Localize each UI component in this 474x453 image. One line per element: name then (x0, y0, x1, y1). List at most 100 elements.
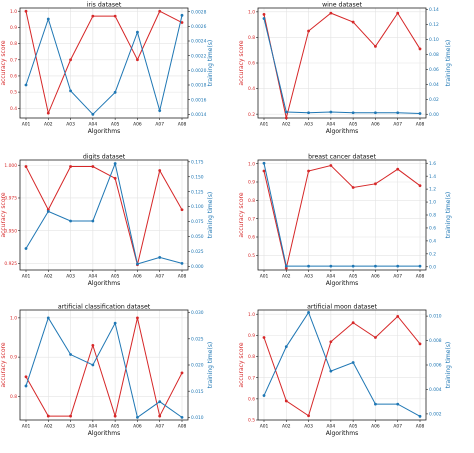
chart-title: wine dataset (322, 2, 362, 9)
x-tick-label: A05 (349, 122, 358, 128)
accuracy-point (418, 184, 422, 188)
y-tick-label: 1.0 (10, 315, 17, 321)
x-tick-label: A02 (282, 424, 291, 430)
y2-tick-label: 0.0014 (191, 112, 207, 118)
training-time-point (46, 17, 50, 21)
accuracy-point (418, 47, 422, 51)
x-tick-label: A07 (393, 424, 402, 430)
y-tick-label: 0.5 (10, 90, 17, 96)
y-tick-label: 0.8 (248, 198, 255, 204)
y2-tick-label: 0.015 (191, 389, 204, 395)
training-time-point (46, 316, 50, 320)
y2-tick-label: 1.0 (429, 200, 436, 206)
x-tick-label: A05 (111, 274, 120, 280)
y2-tick-label: 0.175 (191, 159, 204, 165)
y-tick-label: 0.9 (10, 25, 17, 31)
accuracy-point (418, 342, 422, 346)
y-tick-label: 1.000 (4, 163, 17, 169)
accuracy-point (158, 414, 162, 418)
y-tick-label: 0.7 (10, 57, 17, 63)
y2-tick-label: 0.02 (429, 97, 439, 103)
accuracy-point (307, 414, 310, 418)
training-time-point (396, 111, 400, 115)
plot-frame (19, 159, 189, 271)
accuracy-point (113, 414, 117, 418)
y2-tick-label: 0.0016 (191, 97, 207, 103)
accuracy-point (91, 14, 95, 18)
y2-axis-label: training time(s) (445, 192, 452, 239)
chart-title: digits dataset (83, 154, 126, 161)
training-time-point (307, 111, 310, 115)
y2-tick-label: 0.6 (429, 226, 436, 232)
x-tick-label: A05 (349, 424, 358, 430)
training-time-point (262, 394, 266, 397)
y2-tick-label: 0.08 (429, 52, 439, 58)
accuracy-point (158, 169, 162, 172)
training-time-point (136, 30, 139, 34)
accuracy-line (25, 10, 183, 115)
y2-axis-label: training time(s) (207, 40, 214, 87)
x-tick-label: A04 (89, 274, 98, 280)
accuracy-point (69, 414, 72, 418)
accuracy-point (284, 266, 288, 270)
training-time-point (418, 264, 422, 268)
y-tick-label: 0.5 (248, 418, 255, 424)
training-time-point (351, 111, 355, 115)
y2-tick-label: 0.030 (191, 310, 204, 316)
x-tick-label: A03 (304, 122, 313, 128)
x-tick-label: A08 (416, 424, 425, 430)
x-tick-label: A04 (89, 424, 98, 430)
y-axis-label: accuracy score (238, 40, 245, 85)
training-time-point (180, 13, 184, 17)
accuracy-point (46, 414, 50, 418)
training-time-point (284, 345, 288, 349)
accuracy-point (136, 316, 139, 320)
training-time-point (284, 264, 288, 268)
training-time-point (158, 400, 162, 404)
y2-tick-label: 1.6 (429, 161, 436, 167)
accuracy-point (91, 165, 95, 168)
y-axis-label: accuracy score (238, 192, 245, 237)
chart-title: artificial classification dataset (58, 304, 151, 311)
training-time-point (180, 415, 184, 419)
y-tick-label: 0.925 (4, 261, 17, 267)
accuracy-point (180, 21, 184, 24)
accuracy-point (396, 314, 400, 318)
chart-panel: wine dataset 0.2 0.4 0.6 0.8 1.0 0.00 0.02 0.04 0… (238, 2, 452, 136)
y2-tick-label: 1.4 (429, 174, 436, 180)
x-tick-label: A06 (371, 274, 380, 280)
accuracy-point (307, 29, 310, 33)
accuracy-point (329, 164, 333, 167)
accuracy-point (374, 44, 377, 48)
y2-tick-label: 0.006 (429, 363, 442, 369)
accuracy-point (351, 186, 355, 189)
x-tick-label: A07 (393, 122, 402, 128)
x-axis-label: Algorithms (326, 128, 359, 135)
x-tick-label: A03 (304, 274, 313, 280)
training-time-point (136, 415, 139, 419)
training-time-point (69, 219, 72, 223)
chart-panel: iris dataset 0.4 0.5 0.6 0.7 0.8 0.9 1.0 0.0014 0… (0, 2, 214, 136)
accuracy-point (180, 371, 184, 375)
x-tick-label: A03 (66, 274, 75, 280)
y-tick-label: 0.6 (248, 61, 255, 67)
accuracy-point (262, 169, 266, 173)
y2-tick-label: 0.8 (429, 213, 436, 219)
y2-tick-label: 0.075 (191, 219, 204, 225)
accuracy-point (136, 58, 139, 62)
training-time-point (69, 353, 72, 356)
x-tick-label: A06 (133, 122, 142, 128)
y2-tick-label: 0.004 (429, 387, 442, 393)
accuracy-point (351, 321, 355, 325)
training-time-point (351, 264, 355, 268)
x-tick-label: A02 (282, 274, 291, 280)
y-tick-label: 0.7 (248, 375, 255, 381)
y2-tick-label: 0.0020 (191, 68, 207, 74)
training-time-point (46, 210, 50, 213)
y2-axis-label: training time(s) (207, 342, 214, 389)
x-tick-label: A06 (371, 424, 380, 430)
x-tick-label: A04 (327, 122, 336, 128)
y2-tick-label: 0.150 (191, 174, 204, 180)
y2-tick-label: 0.025 (191, 249, 204, 255)
accuracy-point (307, 169, 310, 173)
